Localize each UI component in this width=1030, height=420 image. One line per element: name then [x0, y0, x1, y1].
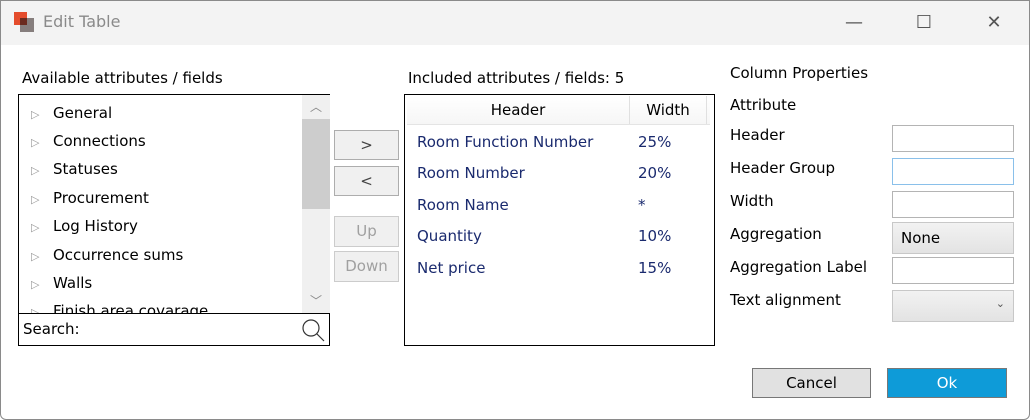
cell-width: 20% — [638, 164, 672, 182]
expand-icon[interactable]: ▷ — [31, 306, 40, 313]
cell-header: Room Function Number — [417, 133, 594, 151]
down-button[interactable]: Down — [334, 251, 399, 282]
tree-item-label: Finish area covarage — [53, 302, 209, 313]
table-row[interactable]: Quantity 10% — [417, 222, 707, 250]
tree-item-label: Walls — [53, 274, 93, 292]
cell-width: 10% — [638, 227, 672, 245]
up-button[interactable]: Up — [334, 216, 399, 247]
tree-item-label: Statuses — [53, 160, 118, 178]
search-icon[interactable] — [301, 318, 327, 342]
table-row[interactable]: Room Number 20% — [417, 159, 707, 187]
width-label: Width — [730, 192, 774, 210]
column-header-header[interactable]: Header — [407, 96, 630, 124]
header-input[interactable] — [892, 125, 1014, 152]
scroll-up-icon[interactable]: ︿ — [309, 100, 322, 114]
ok-button[interactable]: Ok — [887, 368, 1007, 398]
tree-item-label: Procurement — [53, 189, 149, 207]
cell-width: 25% — [638, 133, 672, 151]
tree-item-walls[interactable]: ▷ Walls — [31, 269, 92, 297]
header-group-input[interactable] — [892, 158, 1014, 185]
table-row[interactable]: Room Name * — [417, 191, 707, 219]
table-row[interactable]: Room Function Number 25% — [417, 128, 707, 156]
expand-icon[interactable]: ▷ — [31, 108, 40, 121]
search-label: Search: — [23, 320, 80, 338]
included-label: Included attributes / fields: 5 — [408, 69, 625, 87]
expand-icon[interactable]: ▷ — [31, 193, 40, 206]
minimize-button[interactable]: — — [845, 12, 863, 33]
cell-header: Room Number — [417, 164, 525, 182]
aggregation-label: Aggregation — [730, 225, 822, 243]
available-label: Available attributes / fields — [22, 69, 223, 87]
aggregation-value: None — [901, 229, 941, 247]
chevron-down-icon: ⌄ — [995, 297, 1005, 310]
tree-item-statuses[interactable]: ▷ Statuses — [31, 155, 118, 183]
attribute-label: Attribute — [730, 96, 797, 114]
add-button[interactable]: > — [334, 130, 399, 160]
aggregation-dropdown[interactable]: None — [892, 222, 1014, 254]
text-alignment-dropdown[interactable]: ⌄ — [892, 290, 1014, 322]
tree-item-label: Occurrence sums — [53, 246, 184, 264]
header-label: Header — [730, 126, 785, 144]
cell-header: Quantity — [417, 227, 482, 245]
tree-item-procurement[interactable]: ▷ Procurement — [31, 184, 149, 212]
divider — [19, 313, 329, 314]
table-header: Header Width — [407, 96, 710, 125]
aggregation-label-label: Aggregation Label — [730, 258, 868, 276]
expand-icon[interactable]: ▷ — [31, 164, 40, 177]
tree-item-occurrence-sums[interactable]: ▷ Occurrence sums — [31, 241, 183, 269]
vertical-scrollbar[interactable]: ︿ ﹀ — [302, 95, 330, 313]
scrollbar-thumb[interactable] — [302, 119, 330, 209]
tree-item-label: Connections — [53, 132, 146, 150]
expand-icon[interactable]: ▷ — [31, 221, 40, 234]
remove-button[interactable]: < — [334, 166, 399, 196]
expand-icon[interactable]: ▷ — [31, 278, 40, 291]
tree-item-finish-area[interactable]: ▷ Finish area covarage — [31, 297, 208, 313]
text-alignment-label: Text alignment — [730, 291, 841, 309]
tree-item-label: Log History — [53, 217, 138, 235]
tree-item-label: General — [53, 104, 113, 122]
header-group-label: Header Group — [730, 159, 836, 177]
close-button[interactable]: ✕ — [986, 12, 1002, 33]
attribute-tree: ▷ General ▷ Connections ▷ Statuses ▷ Procure… — [19, 95, 302, 313]
table-row[interactable]: Net price 15% — [417, 254, 707, 282]
column-header-width[interactable]: Width — [630, 96, 707, 124]
cell-width: * — [638, 196, 646, 214]
tree-item-general[interactable]: ▷ General — [31, 99, 112, 127]
tree-item-log-history[interactable]: ▷ Log History — [31, 212, 138, 240]
expand-icon[interactable]: ▷ — [31, 136, 40, 149]
aggregation-label-input[interactable] — [892, 257, 1014, 284]
tree-item-connections[interactable]: ▷ Connections — [31, 127, 146, 155]
cell-header: Room Name — [417, 196, 509, 214]
expand-icon[interactable]: ▷ — [31, 250, 40, 263]
window-title: Edit Table — [43, 12, 121, 31]
cell-width: 15% — [638, 259, 672, 277]
included-table: Header Width Room Function Number 25% Roo… — [404, 94, 715, 346]
available-list: ▷ General ▷ Connections ▷ Statuses ▷ Procure… — [18, 94, 330, 346]
search-input[interactable]: Search: — [19, 314, 329, 345]
cancel-button[interactable]: Cancel — [752, 368, 871, 398]
maximize-button[interactable]: ☐ — [915, 12, 933, 33]
column-properties-title: Column Properties — [730, 64, 869, 82]
width-input[interactable] — [892, 191, 1014, 218]
scroll-down-icon[interactable]: ﹀ — [309, 294, 322, 308]
cell-header: Net price — [417, 259, 486, 277]
title-bar: Edit Table — ☐ ✕ — [1, 1, 1029, 45]
app-logo-icon — [14, 12, 34, 32]
